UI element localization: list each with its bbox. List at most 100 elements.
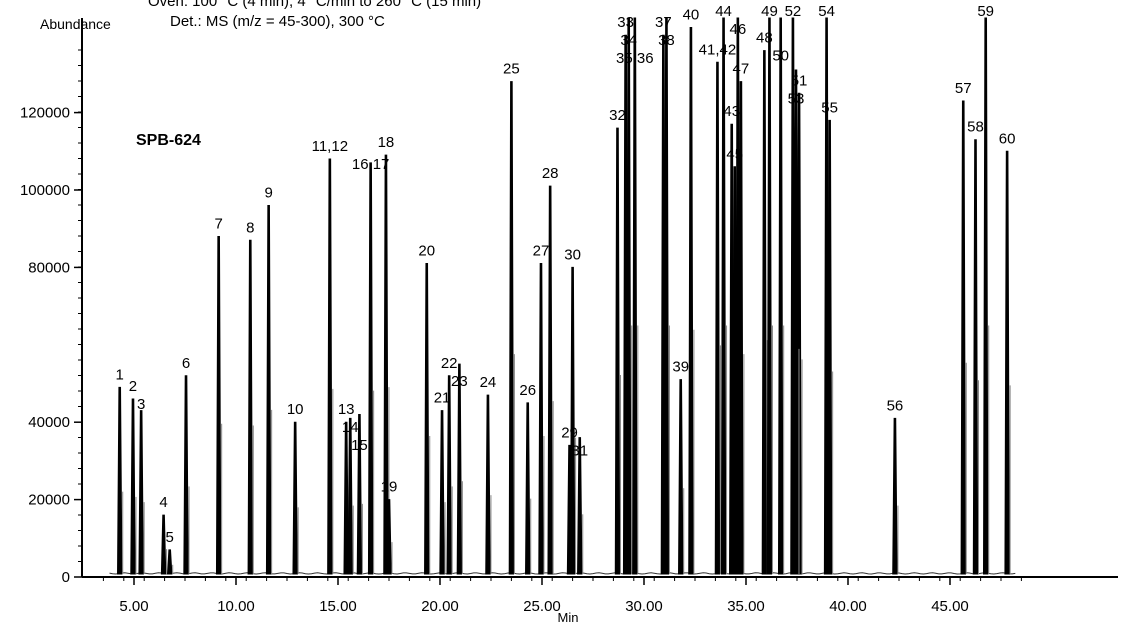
peak-label: 13 [338,401,355,418]
peak-label: 4 [159,494,167,511]
chart-header: Oven: 100 °C (4 min), 4 °C/min to 260 °C… [40,0,579,625]
peak-label: 19 [381,479,398,496]
header-line-detector: Det.: MS (m/z = 45-300), 300 °C [170,13,385,30]
baseline-trace [109,572,1016,575]
peak-label: 55 [821,99,838,116]
peak-label: 43 [723,103,740,120]
peak-19 [386,499,392,575]
peak-label: 9 [264,184,272,201]
x-tick-label: 30.00 [625,598,663,615]
peak-label: 59 [977,3,994,20]
peak-32 [614,127,621,575]
peak-traces [109,17,1016,575]
peak-23 [456,363,463,575]
peak-label: 26 [519,382,536,399]
peak-8 [247,239,253,575]
peak-28 [547,185,553,575]
peak-2 [130,398,136,575]
peak-label: 41,42 [699,41,737,58]
peak-30 [569,266,576,575]
peak-label: 47 [733,61,750,78]
peak-label: 27 [533,243,550,260]
x-tick-label: 15.00 [319,598,357,615]
peak-label: 58 [967,119,984,136]
x-tick-label: 5.00 [119,598,148,615]
peak-21 [439,410,445,575]
header-line-oven: Oven: 100 °C (4 min), 4 °C/min to 260 °C… [148,0,481,10]
x-tick-label: 25.00 [523,598,561,615]
peak-7 [215,235,222,575]
peak-label: 44 [715,3,732,20]
peak-label: 5 [166,529,174,546]
peak-label: 20 [418,243,435,260]
peak-48 [761,50,768,575]
peak-49 [766,17,773,575]
peak-56 [892,417,898,575]
peak-label: 50 [772,48,789,65]
peak-44 [720,17,727,575]
peak-label: 40 [683,6,700,23]
peak-53 [793,69,799,575]
peak-35-36 [632,17,638,575]
column-label: SPB-624 [136,132,201,149]
x-tick-label: 40.00 [829,598,867,615]
peak-label: 3 [137,396,145,413]
y-tick-label: 80000 [28,259,70,276]
peak-3 [138,410,144,575]
peak-label: 33 [617,14,634,31]
y-tick-label: 40000 [28,414,70,431]
peak-label: 57 [955,80,972,97]
peak-10 [292,421,298,575]
peak-label: 56 [887,397,904,414]
peak-1 [117,386,123,575]
x-axis-label: Min [558,610,579,623]
peak-label: 34 [620,32,637,49]
peak-14 [347,417,353,575]
peak-41-42 [714,61,721,575]
peak-11-12 [327,158,333,575]
y-tick-label: 120000 [20,105,70,122]
y-tick-label: 100000 [20,182,70,199]
peak-34 [625,17,632,575]
peak-59 [982,17,989,575]
peak-label: 52 [785,3,802,20]
peak-label: 37 [655,14,672,31]
peak-label: 39 [672,359,689,376]
peak-60 [1004,150,1010,575]
peak-label: 38 [658,32,675,49]
peak-label: 8 [246,219,254,236]
x-tick-label: 45.00 [931,598,969,615]
peak-label: 25 [503,61,520,78]
peak-label: 54 [818,3,835,20]
peak-4 [160,514,167,575]
peak-label: 16,17 [352,156,390,173]
peak-label: 2 [129,378,137,395]
peak-31 [577,437,583,575]
peak-label: 23 [451,373,468,390]
peak-label: 1 [116,366,124,383]
peak-18 [383,154,389,575]
peak-16-17 [367,162,374,575]
peak-39 [678,379,684,575]
peak-label: 53 [788,90,805,107]
peak-26 [525,402,531,575]
peak-6 [183,375,189,575]
peak-label: 49 [761,3,778,20]
peak-22 [446,375,452,575]
x-tick-label: 35.00 [727,598,765,615]
peak-55 [826,119,833,575]
peak-label: 22 [441,355,458,372]
peak-label: 60 [999,130,1016,147]
peak-label: 15 [351,437,368,454]
x-tick-label: 10.00 [217,598,255,615]
peak-9 [265,204,272,575]
peak-label: 51 [791,72,808,89]
peak-5 [166,549,173,575]
peak-15 [356,413,363,575]
y-axis-label: Abundance [40,16,111,32]
peak-38 [663,17,670,575]
y-tick-label: 0 [62,569,70,586]
